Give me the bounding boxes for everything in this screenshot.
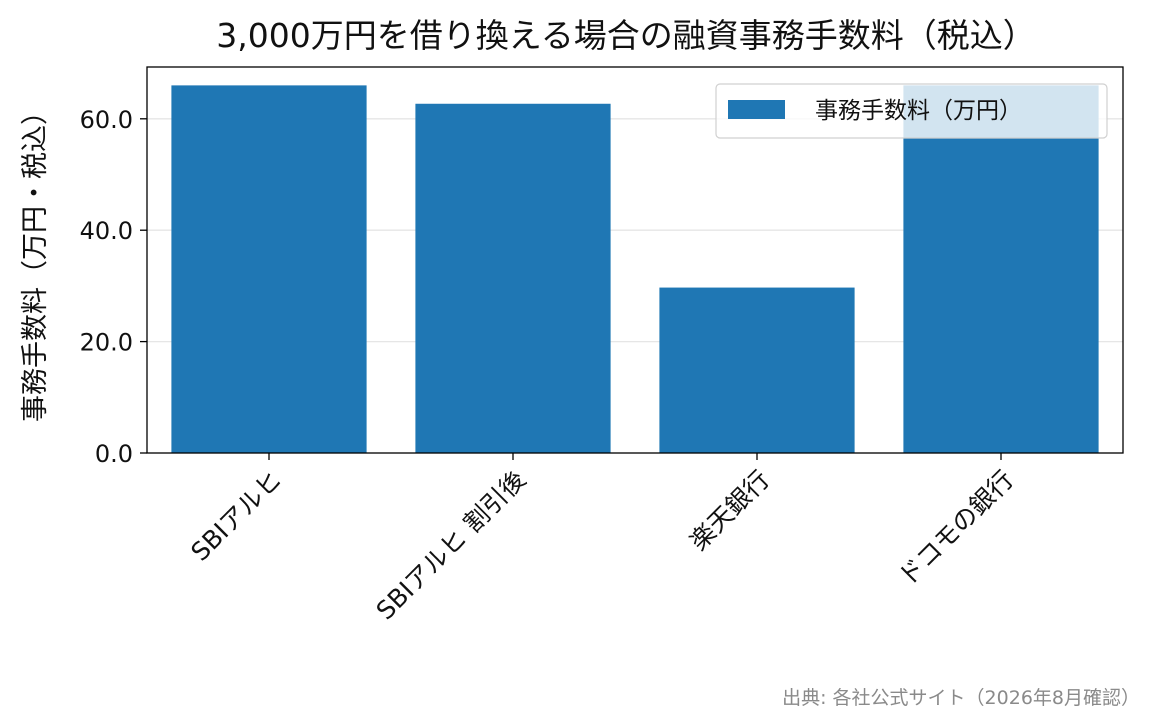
y-tick-label: 0.0 bbox=[95, 440, 133, 468]
y-axis: 0.0 20.0 40.0 60.0 bbox=[80, 106, 147, 468]
legend-box bbox=[715, 83, 1108, 139]
y-axis-label: 事務手数料（万円・税込） bbox=[20, 98, 51, 422]
legend-swatch bbox=[728, 100, 785, 119]
source-note: 出典: 各社公式サイト（2026年8月確認） bbox=[782, 687, 1140, 709]
chart-title: 3,000万円を借り換える場合の融資事務手数料（税込） bbox=[216, 16, 1035, 55]
bar bbox=[415, 103, 611, 453]
plot-frame bbox=[146, 66, 1124, 454]
bar bbox=[903, 85, 1099, 453]
legend-label: 事務手数料（万円） bbox=[815, 98, 1022, 124]
y-tick-label: 40.0 bbox=[80, 217, 133, 245]
legend: 事務手数料（万円） bbox=[715, 83, 1108, 139]
bar bbox=[171, 85, 367, 453]
y-tick-label: 60.0 bbox=[80, 106, 133, 134]
bar bbox=[659, 287, 855, 453]
y-tick-label: 20.0 bbox=[80, 329, 133, 357]
bars bbox=[171, 85, 1099, 453]
